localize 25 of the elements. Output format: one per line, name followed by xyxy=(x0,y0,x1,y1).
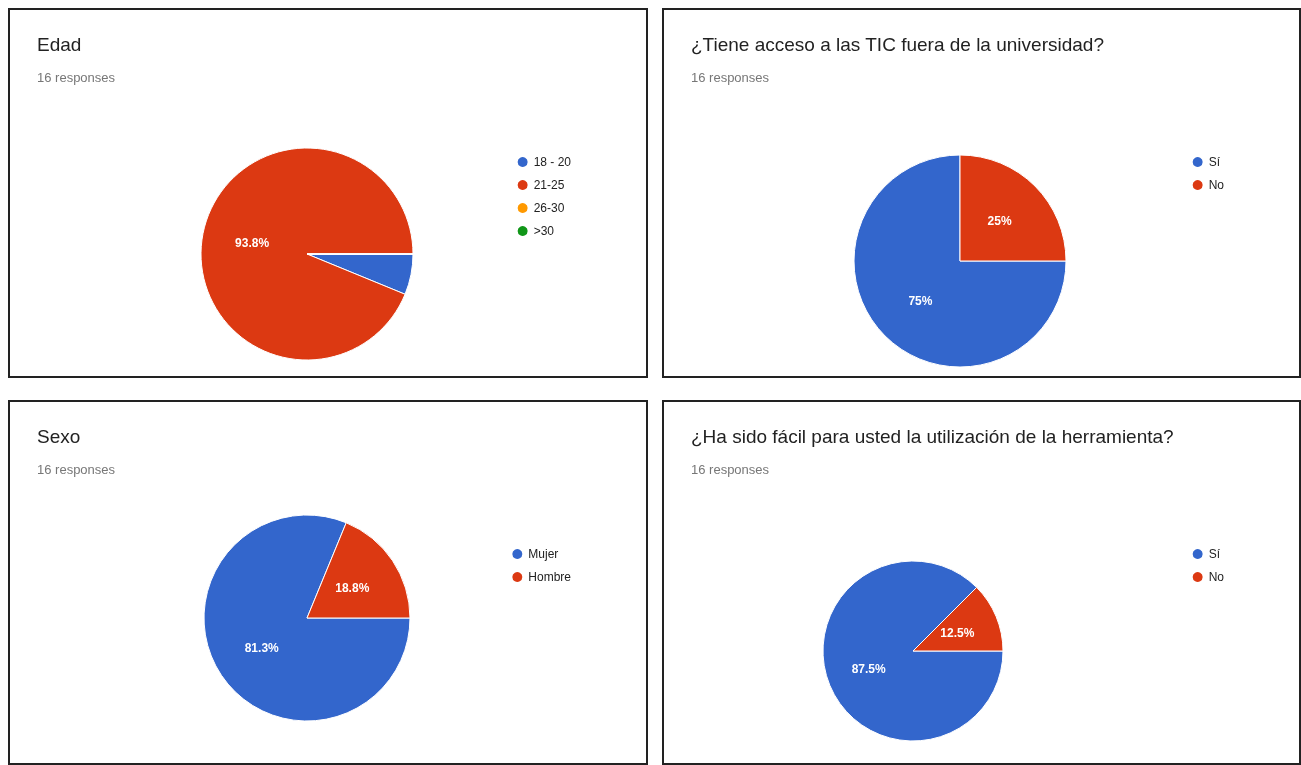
data-label: 81.3% xyxy=(244,641,280,656)
chart-subtitle: 16 responses xyxy=(691,462,770,477)
data-label: 18.8% xyxy=(335,580,370,595)
chart-title: ¿Tiene acceso a las TIC fuera de la universidad? xyxy=(691,33,1104,55)
data-label: 25% xyxy=(987,214,1012,229)
legend-label: No xyxy=(1208,178,1225,192)
data-label: 93.8% xyxy=(235,236,270,251)
legend-label: >30 xyxy=(533,224,555,238)
legend-label: Sí xyxy=(1208,547,1221,561)
legend-label: Hombre xyxy=(528,570,572,584)
data-label: 12.5% xyxy=(940,625,975,640)
legend-label: 26-30 xyxy=(533,201,565,215)
legend-label: No xyxy=(1208,570,1225,584)
data-label: 87.5% xyxy=(851,662,886,677)
legend-label: 21-25 xyxy=(533,178,565,192)
legend-label: Sí xyxy=(1208,155,1221,169)
legend-label: Mujer xyxy=(528,547,559,561)
text: 16 responses xyxy=(691,70,770,85)
data-label: 75% xyxy=(908,293,933,308)
text: 16 responses xyxy=(37,462,116,477)
legend-label: 18 - 20 xyxy=(533,155,572,169)
chart-title: Sexo xyxy=(37,425,81,447)
chart-title: ¿Ha sido fácil para usted la utilización de la herramienta? xyxy=(691,425,1174,447)
chart-title: Edad xyxy=(37,33,82,55)
text: 16 responses xyxy=(37,70,116,85)
